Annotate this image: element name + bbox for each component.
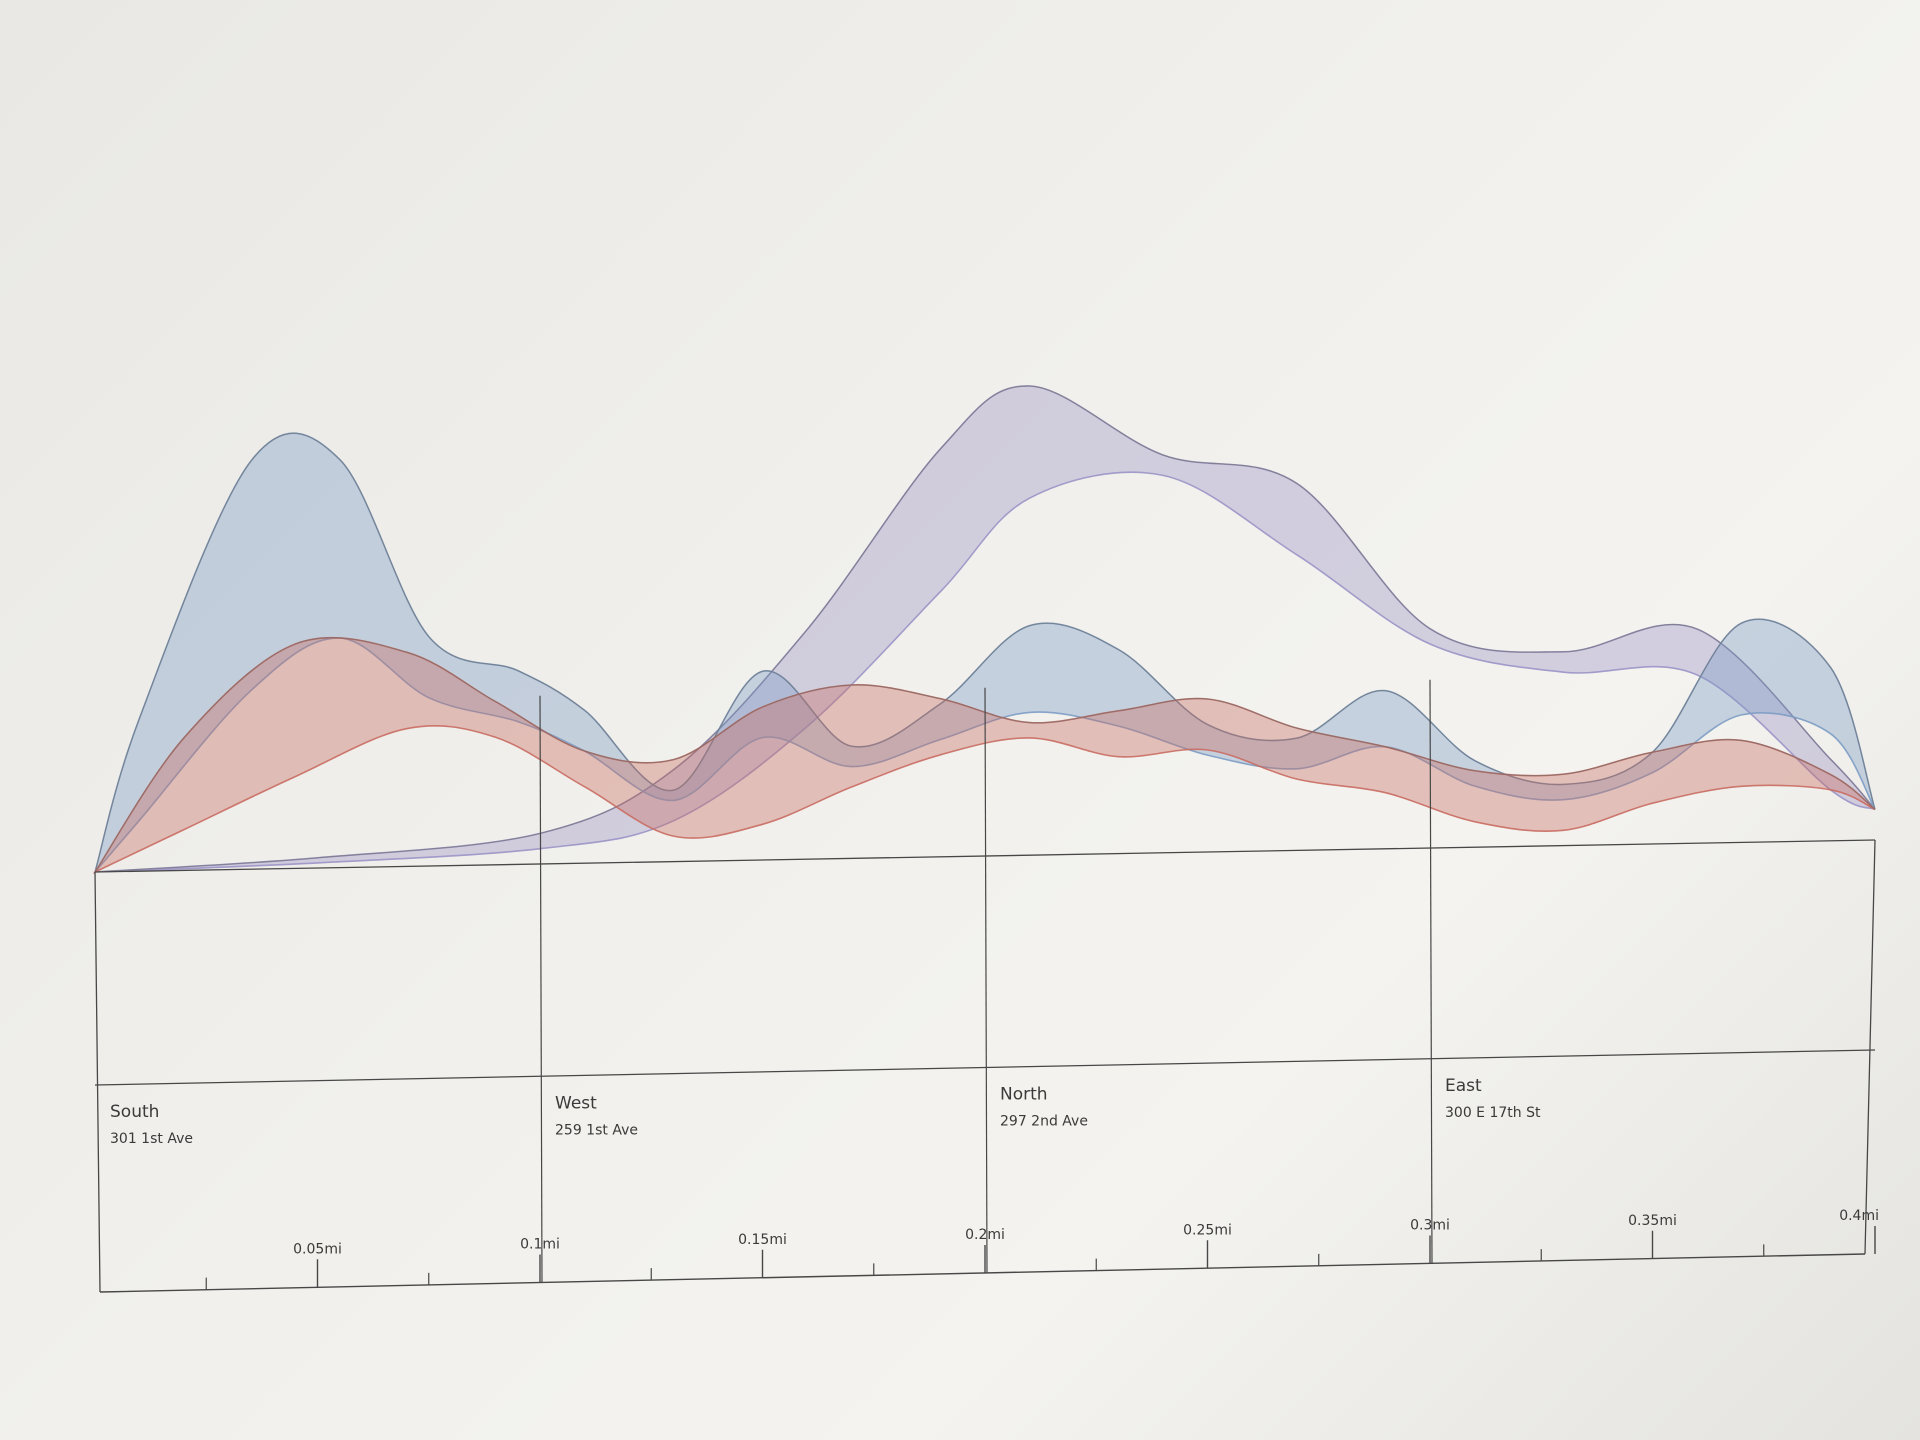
tick-label: 0.25mi: [1183, 1222, 1232, 1238]
right-frame-line: [1864, 839, 1876, 1255]
band-2-upper-edge: [94, 432, 1876, 873]
tick-label: 0.2mi: [965, 1227, 1005, 1243]
tick-label: 0.35mi: [1628, 1213, 1677, 1229]
site-name-label: South: [110, 1102, 159, 1122]
sites-line: [94, 1049, 1876, 1086]
axes-layer: [94, 679, 1876, 1293]
site-marker-3: [984, 687, 988, 1274]
tick-label: 0.4mi: [1839, 1208, 1879, 1224]
site-name-label: East: [1445, 1076, 1482, 1096]
site-marker-4: [1429, 679, 1433, 1264]
tick-label: 0.3mi: [1410, 1218, 1450, 1234]
site-marker-2: [539, 695, 543, 1283]
tick-label: 0.15mi: [738, 1232, 787, 1248]
left-frame-line: [94, 871, 101, 1293]
site-address-label: 259 1st Ave: [555, 1122, 638, 1138]
tick-label: 0.05mi: [293, 1241, 342, 1257]
tick-label: 0.1mi: [520, 1237, 560, 1253]
site-address-label: 301 1st Ave: [110, 1131, 193, 1147]
site-name-label: North: [1000, 1085, 1048, 1105]
band-1-upper-edge: [94, 385, 1876, 873]
site-address-label: 297 2nd Ave: [1000, 1114, 1088, 1130]
site-address-label: 300 E 17th St: [1445, 1105, 1541, 1121]
distance-axis-line: [99, 1253, 1866, 1293]
labels-layer: 0.05mi 0.1mi 0.15mi 0.2mi 0.25mi 0.3mi 0.35mi 0…: [110, 1076, 1879, 1258]
site-name-label: West: [555, 1093, 597, 1113]
